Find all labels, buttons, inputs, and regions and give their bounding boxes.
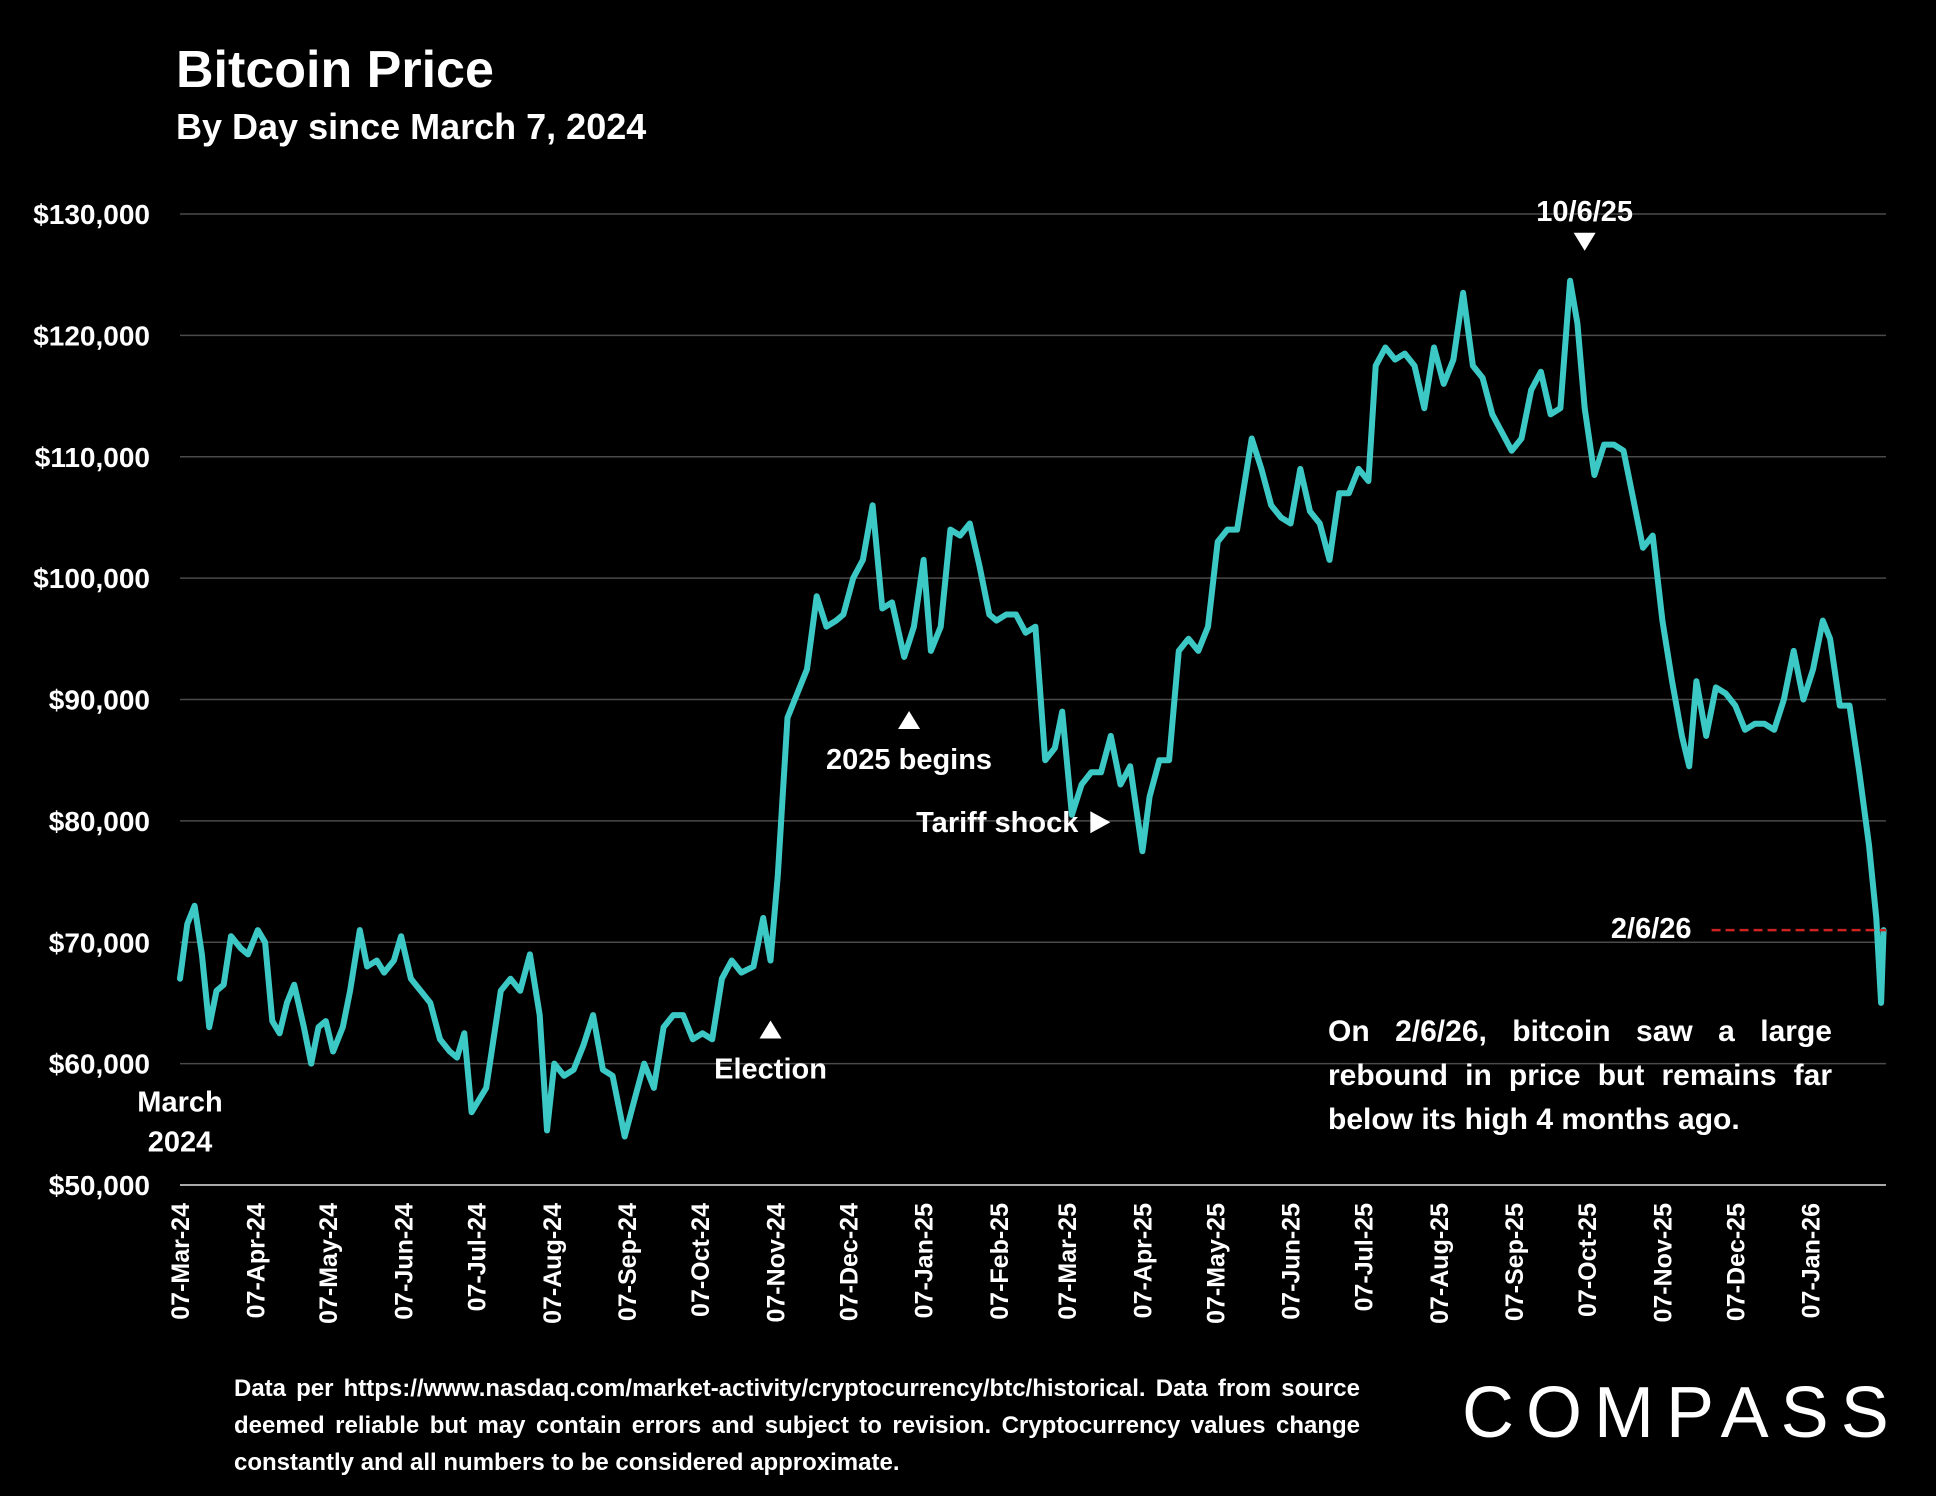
x-tick-label: 07-Mar-25 xyxy=(1054,1203,1082,1320)
x-axis-ticks: 07-Mar-24 07-Apr-24 07-May-24 07-Jun-24 07-J… xyxy=(167,1203,1826,1324)
y-axis-ticks: $50,000 $60,000 $70,000 $80,000 $90,000 $100,… xyxy=(33,199,150,1201)
line-chart: $50,000 $60,000 $70,000 $80,000 $90,000 $100,… xyxy=(33,196,1887,1324)
x-tick-label: 07-Jan-25 xyxy=(911,1203,939,1318)
x-tick-label: 07-Jun-25 xyxy=(1278,1203,1306,1320)
x-tick-label: 07-Apr-24 xyxy=(242,1203,270,1318)
y-tick-label: $120,000 xyxy=(33,320,150,351)
x-tick-label: 07-Apr-25 xyxy=(1129,1203,1157,1318)
annotation-label: March xyxy=(137,1086,222,1118)
x-tick-label: 07-Sep-25 xyxy=(1501,1203,1529,1321)
x-tick-label: 07-Oct-25 xyxy=(1574,1203,1602,1317)
y-tick-label: $80,000 xyxy=(49,806,150,837)
x-tick-label: 07-May-25 xyxy=(1202,1203,1230,1324)
annotation-layer: March 2024 Election 2025 begins Tariff shock… xyxy=(137,196,1886,1158)
x-tick-label: 07-Oct-24 xyxy=(687,1203,715,1317)
annotation-label: Tariff shock xyxy=(916,807,1079,839)
y-tick-label: $100,000 xyxy=(33,563,150,594)
x-tick-label: 07-Nov-25 xyxy=(1649,1203,1677,1323)
y-tick-label: $70,000 xyxy=(49,927,150,958)
compass-logo: COMPASS xyxy=(1462,1373,1901,1453)
x-tick-label: 07-Mar-24 xyxy=(167,1203,195,1320)
annotation-label: 2025 begins xyxy=(826,744,992,776)
y-tick-label: $60,000 xyxy=(49,1049,150,1080)
x-tick-label: 07-Jul-24 xyxy=(463,1203,491,1311)
series-layer xyxy=(177,277,1887,1140)
chart-title: Bitcoin Price xyxy=(176,41,494,99)
x-tick-label: 07-Feb-25 xyxy=(986,1203,1014,1320)
x-tick-label: 07-Aug-24 xyxy=(539,1203,567,1324)
x-tick-label: 07-Dec-24 xyxy=(835,1203,863,1321)
annotation-label: 2/6/26 xyxy=(1611,913,1692,945)
y-tick-label: $90,000 xyxy=(49,685,150,716)
note-text: On 2/6/26, bitcoin saw a large rebound i… xyxy=(1328,1015,1832,1136)
annotation-label: 10/6/25 xyxy=(1536,196,1633,228)
y-tick-label: $130,000 xyxy=(33,199,150,230)
x-tick-label: 07-Aug-25 xyxy=(1426,1203,1454,1324)
annotation-label: Election xyxy=(714,1053,827,1085)
x-tick-label: 07-May-24 xyxy=(315,1203,343,1324)
arrow-up-icon xyxy=(759,1020,782,1039)
y-tick-label: $110,000 xyxy=(35,442,150,473)
x-tick-label: 07-Jun-24 xyxy=(391,1203,419,1320)
x-tick-label: 07-Nov-24 xyxy=(762,1203,790,1323)
chart-subtitle: By Day since March 7, 2024 xyxy=(176,106,647,147)
y-tick-label: $50,000 xyxy=(49,1170,150,1201)
annotation-label: 2024 xyxy=(148,1126,213,1158)
source-footnote: Data per https://www.nasdaq.com/market-a… xyxy=(234,1375,1360,1476)
x-tick-label: 07-Dec-25 xyxy=(1722,1203,1750,1321)
arrow-right-icon xyxy=(1090,811,1111,834)
arrow-down-icon xyxy=(1573,232,1596,251)
arrow-up-icon xyxy=(898,710,921,729)
x-tick-label: 07-Sep-24 xyxy=(614,1203,642,1321)
price-series-line xyxy=(177,277,1887,1140)
x-tick-label: 07-Jul-25 xyxy=(1351,1203,1379,1311)
x-tick-label: 07-Jan-26 xyxy=(1798,1203,1826,1318)
